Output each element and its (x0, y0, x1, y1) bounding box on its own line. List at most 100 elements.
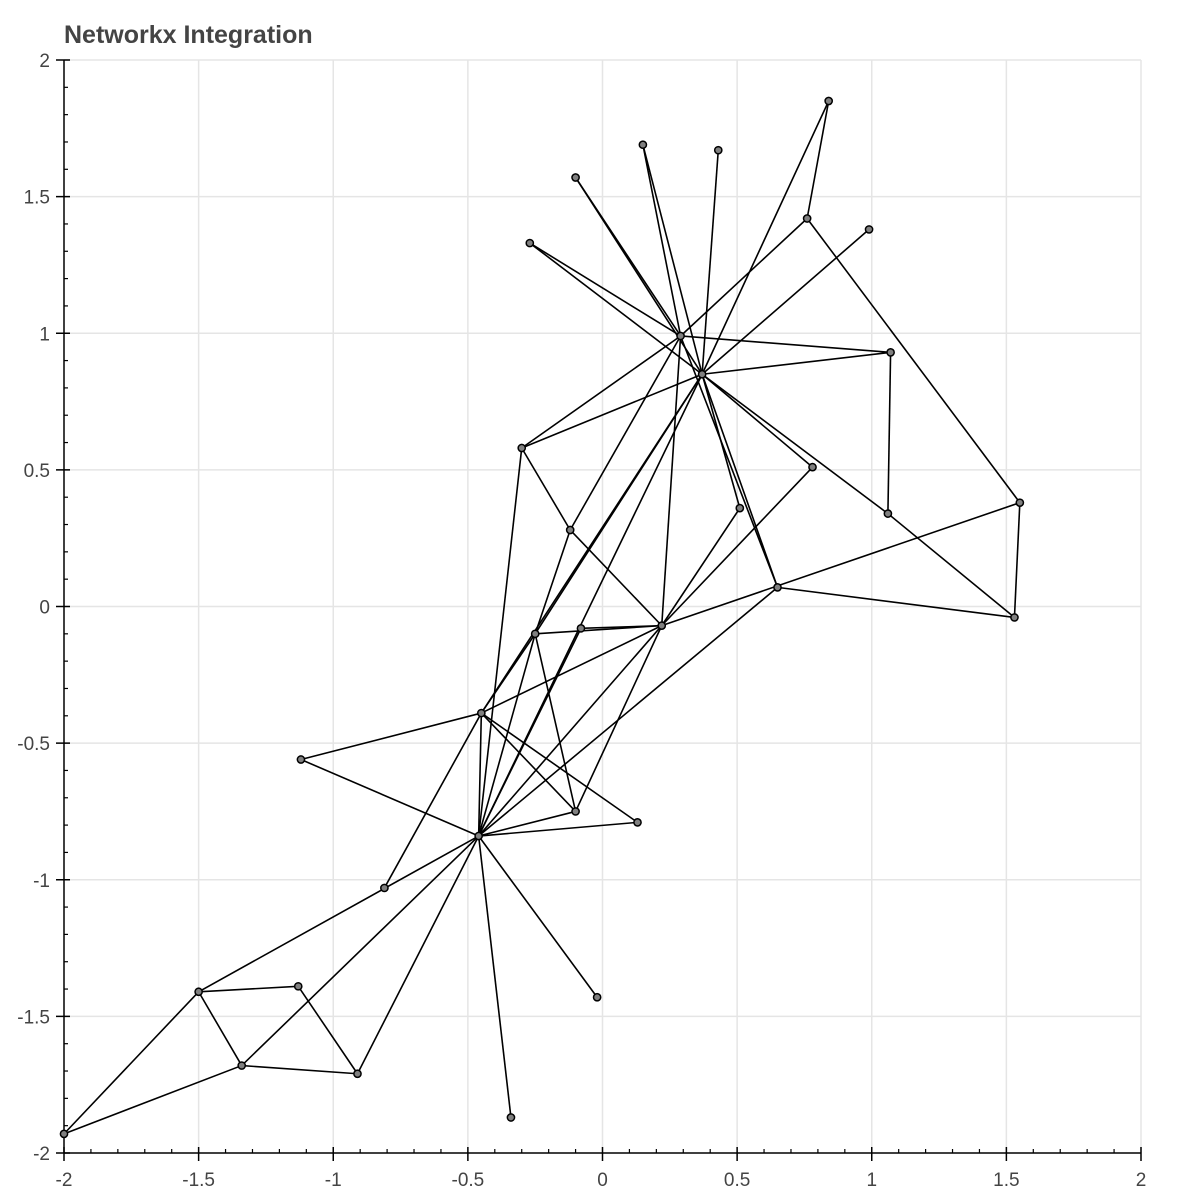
edge-12-18 (661, 507, 741, 627)
node-18 (657, 621, 667, 630)
x-tick-label-5: 0.5 (724, 1170, 750, 1191)
node-7 (802, 214, 812, 223)
node-23 (474, 831, 483, 841)
node-19 (576, 624, 586, 633)
edge-1-12 (701, 374, 741, 509)
node-6 (525, 238, 535, 248)
y-tick-label-5: 0.5 (24, 461, 50, 482)
edge-10-17 (521, 447, 571, 531)
edge-18-24 (574, 625, 663, 812)
node-12 (735, 503, 745, 513)
node-16 (1010, 613, 1019, 622)
edge-22-23 (300, 758, 479, 837)
node-10 (517, 443, 527, 453)
node-11 (808, 462, 817, 472)
edge-1-6 (529, 242, 703, 375)
edge-18-23 (478, 625, 663, 837)
edge-0-18 (660, 335, 682, 626)
edge-1-21 (480, 373, 703, 714)
node-27 (592, 992, 602, 1002)
grid (64, 59, 1142, 1153)
edge-23-31 (241, 835, 480, 1067)
edge-23-27 (478, 835, 598, 998)
x-tick-label-7: 1.5 (993, 1170, 1019, 1191)
node-0 (676, 331, 685, 341)
y-tick-label-6: 1 (39, 324, 50, 345)
edge-15-23 (478, 586, 779, 837)
edge-23-32 (356, 835, 480, 1075)
edge-20-23 (477, 633, 536, 837)
y-tick-label-2: -1 (33, 871, 50, 892)
y-tick-label-0: -2 (33, 1144, 50, 1165)
node-3 (713, 145, 723, 155)
edge-1-4 (642, 144, 703, 375)
edge-15-16 (777, 586, 1015, 619)
edge-29-30 (198, 985, 299, 993)
edge-1-9 (702, 351, 891, 376)
x-tick-label-8: 2 (1136, 1170, 1147, 1191)
edge-14-18 (661, 501, 1021, 627)
node-29 (194, 987, 203, 997)
node-25 (633, 818, 642, 827)
x-tick-label-3: -0.5 (452, 1170, 485, 1191)
edge-29-33 (63, 991, 200, 1135)
edges (63, 100, 1021, 1135)
edge-11-18 (661, 466, 814, 627)
edge-13-16 (887, 512, 1015, 619)
edge-20-24 (534, 633, 577, 812)
edge-7-14 (806, 218, 1021, 504)
edge-19-23 (477, 628, 582, 837)
edge-1-15 (701, 373, 779, 588)
edge-17-18 (569, 529, 663, 627)
node-1 (697, 369, 707, 379)
edge-21-24 (480, 712, 577, 812)
nodes (59, 96, 1025, 1139)
edge-29-31 (197, 991, 243, 1066)
y-tick-label-3: -0.5 (17, 734, 50, 755)
x-tick-label-1: -1.5 (182, 1170, 215, 1191)
y-tick-label-1: -1.5 (17, 1007, 50, 1028)
edge-0-6 (529, 242, 682, 337)
edge-1-8 (701, 228, 870, 375)
edge-23-25 (478, 821, 638, 837)
edge-21-25 (480, 712, 638, 824)
edge-9-13 (887, 352, 892, 514)
edge-18-21 (480, 624, 663, 714)
node-17 (565, 525, 575, 535)
edge-23-29 (198, 835, 480, 993)
x-tick-label-6: 1 (866, 1170, 877, 1191)
axes: -2 -1.5 -1 -0.5 0 0.5 1 1.5 2 -2 -1.5 -1 -0.5 0 0.5 1 1.… (17, 51, 1146, 1191)
edge-20-21 (480, 633, 536, 714)
x-tick-label-0: -2 (56, 1170, 73, 1191)
edge-2-7 (806, 100, 830, 219)
node-5 (571, 173, 580, 182)
edge-1-3 (701, 150, 720, 375)
node-4 (638, 140, 648, 150)
edge-21-26 (383, 712, 483, 889)
edge-1-11 (701, 373, 814, 468)
node-13 (883, 509, 893, 518)
node-2 (824, 96, 834, 106)
edge-14-16 (1013, 502, 1021, 618)
edge-21-23 (477, 713, 483, 837)
edge-10-23 (477, 447, 523, 837)
node-28 (506, 1113, 516, 1122)
node-30 (293, 981, 303, 991)
edge-30-32 (297, 985, 359, 1075)
edge-0-17 (569, 335, 682, 531)
x-tick-label-4: 0 (597, 1170, 608, 1191)
edge-0-4 (642, 144, 682, 337)
edge-0-7 (680, 217, 808, 337)
node-21 (476, 708, 486, 718)
chart-title: Networkx Integration (64, 21, 313, 49)
node-31 (237, 1061, 247, 1070)
node-9 (886, 348, 895, 357)
edge-18-20 (535, 624, 662, 635)
node-22 (296, 755, 306, 764)
node-24 (571, 807, 580, 816)
node-32 (353, 1069, 362, 1079)
edge-31-32 (241, 1064, 358, 1075)
edge-1-13 (701, 373, 889, 515)
edge-0-9 (680, 335, 891, 354)
x-tick-label-2: -1 (325, 1170, 342, 1191)
